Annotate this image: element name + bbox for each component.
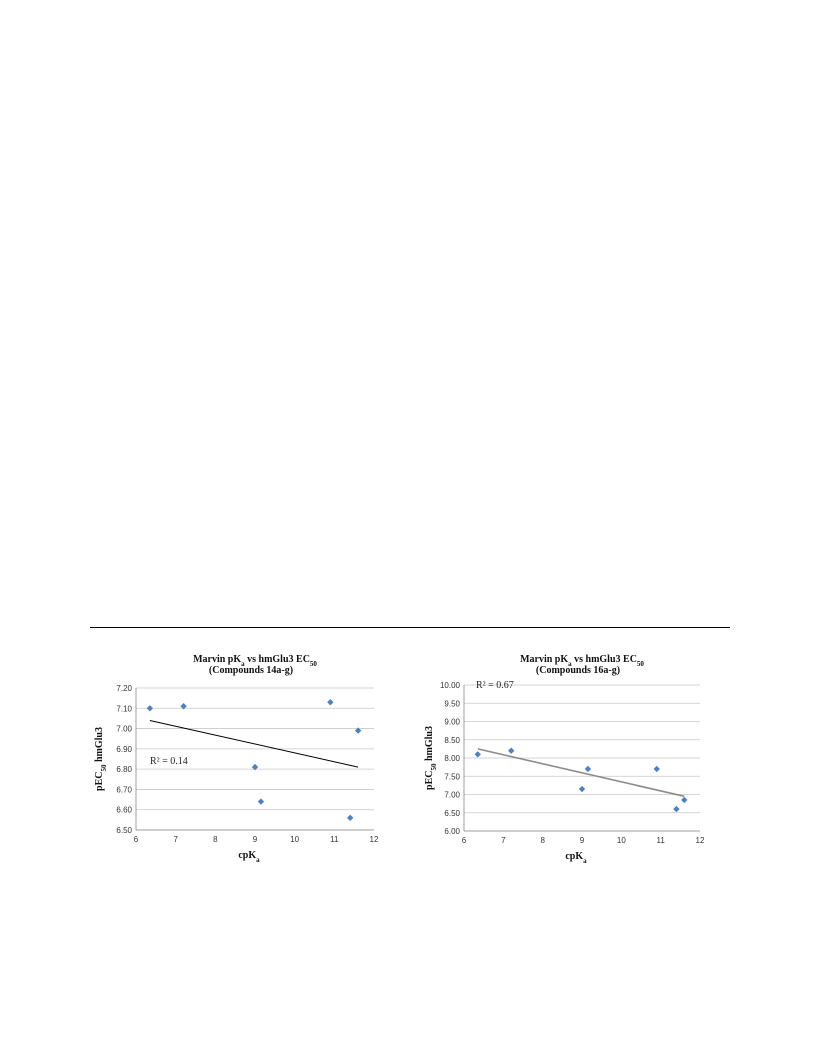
x-axis-label: cpKa	[565, 851, 587, 865]
y-tick-label: 6.60	[116, 806, 132, 815]
y-axis-label: pEC50 hmGlu3	[94, 727, 108, 791]
data-point	[673, 805, 680, 813]
data-point	[508, 747, 515, 754]
chart-subtitle: (Compounds 14a-g)	[209, 665, 293, 676]
y-tick-label: 7.00	[116, 725, 132, 734]
x-tick-label: 7	[173, 835, 178, 844]
y-tick-label: 9.50	[444, 699, 460, 708]
y-tick-label: 7.20	[116, 684, 132, 693]
y-tick-label: 9.00	[444, 718, 460, 727]
x-tick-label: 11	[330, 835, 339, 844]
chart-title: Marvin pKa vs hmGlu3 EC50	[520, 654, 644, 668]
data-point	[327, 699, 334, 706]
y-tick-label: 6.00	[444, 827, 460, 836]
data-point	[347, 814, 354, 822]
x-tick-label: 8	[540, 836, 545, 845]
trendline	[477, 748, 685, 798]
y-tick-label: 10.00	[440, 681, 461, 690]
r-squared-annotation: R² = 0.14	[150, 756, 188, 767]
x-tick-label: 9	[253, 835, 258, 844]
x-tick-label: 10	[617, 836, 626, 845]
chart-title: Marvin pKa vs hmGlu3 EC50	[193, 654, 317, 668]
y-tick-label: 6.50	[444, 809, 460, 818]
data-point	[584, 765, 592, 773]
y-tick-label: 8.50	[444, 736, 460, 745]
r-squared-annotation: R² = 0.67	[476, 680, 514, 691]
data-point	[474, 751, 481, 758]
y-tick-label: 6.50	[116, 826, 132, 835]
x-tick-label: 12	[696, 836, 705, 845]
scatter-chart-14a-g: Marvin pKa vs hmGlu3 EC50(Compounds 14a-…	[94, 654, 379, 864]
x-tick-label: 7	[501, 836, 506, 845]
data-point	[578, 785, 586, 793]
y-tick-label: 7.50	[444, 772, 460, 781]
horizontal-rule	[90, 627, 730, 628]
data-point	[653, 765, 660, 773]
y-tick-label: 6.70	[116, 785, 132, 794]
x-axis-label: cpKa	[238, 850, 260, 864]
y-axis-label: pEC50 hmGlu3	[424, 726, 438, 790]
data-point	[681, 796, 688, 804]
data-point	[146, 705, 154, 712]
data-point	[257, 798, 265, 805]
y-tick-label: 6.90	[116, 745, 132, 754]
x-tick-label: 6	[134, 835, 139, 844]
x-tick-label: 10	[290, 835, 299, 844]
x-tick-label: 12	[370, 835, 379, 844]
x-tick-label: 9	[580, 836, 585, 845]
y-tick-label: 8.00	[444, 754, 460, 763]
chart-subtitle: (Compounds 16a-g)	[536, 665, 620, 676]
scatter-chart-16a-g: Marvin pKa vs hmGlu3 EC50(Compounds 16a-…	[424, 654, 705, 865]
trendline	[149, 719, 359, 768]
y-tick-label: 6.80	[116, 765, 132, 774]
x-tick-label: 6	[462, 836, 467, 845]
y-tick-label: 7.00	[444, 791, 460, 800]
x-tick-label: 8	[213, 835, 218, 844]
x-tick-label: 11	[657, 836, 666, 845]
y-tick-label: 7.10	[116, 704, 132, 713]
